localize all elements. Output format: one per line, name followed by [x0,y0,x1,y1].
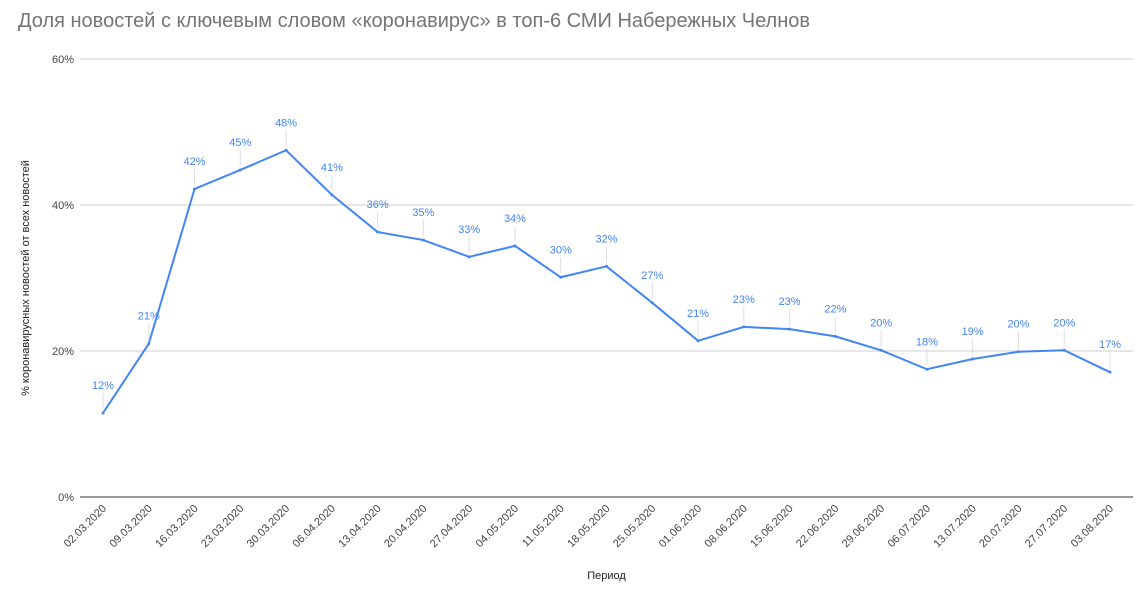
x-tick-label: 30.03.2020 [245,503,292,550]
data-point [284,148,288,152]
y-tick-label: 0% [58,492,74,504]
data-label: 22% [824,303,846,315]
data-label: 32% [595,233,617,245]
data-label: 45% [229,137,251,149]
data-point [513,244,517,248]
data-label: 41% [321,162,343,174]
data-label: 17% [1099,339,1121,351]
x-tick-label: 09.03.2020 [107,503,154,550]
x-tick-label: 11.05.2020 [520,503,567,550]
x-tick-label: 27.07.2020 [1023,503,1070,550]
data-label: 36% [367,199,389,211]
data-point [1016,350,1020,354]
x-tick-label: 02.03.2020 [62,503,109,550]
data-point [101,411,105,415]
x-axis-title: Период [587,570,626,582]
data-label: 33% [458,224,480,236]
x-tick-label: 06.07.2020 [886,503,933,550]
y-tick-label: 20% [52,346,74,358]
data-label: 19% [962,326,984,338]
data-point [605,264,608,268]
data-label: 21% [687,308,709,320]
x-tick-label: 13.04.2020 [336,503,383,550]
chart-title: Доля новостей с ключевым словом «коронав… [18,10,811,32]
x-tick-label: 20.04.2020 [382,503,429,550]
x-tick-label: 06.04.2020 [291,503,338,550]
x-tick-label: 13.07.2020 [931,503,978,550]
x-tick-label: 29.06.2020 [840,503,887,550]
data-label: 21% [138,311,160,323]
data-point [193,187,197,191]
x-tick-label: 08.06.2020 [703,503,750,550]
x-tick-label: 01.06.2020 [657,503,704,550]
x-tick-label: 03.08.2020 [1069,503,1116,550]
data-point [925,367,929,371]
data-label: 23% [733,294,755,306]
x-tick-label: 16.03.2020 [153,503,200,550]
data-point [788,327,792,331]
data-label: 30% [550,244,572,256]
data-point [559,275,563,279]
x-tick-label: 25.05.2020 [611,503,658,550]
data-label: 20% [1007,319,1029,331]
data-label: 42% [184,156,206,168]
data-point [330,193,334,197]
data-point [376,230,380,234]
data-point [833,334,837,338]
data-label: 23% [779,296,801,308]
data-point [238,168,242,172]
data-label: 48% [275,117,297,129]
x-tick-label: 27.04.2020 [428,503,475,550]
x-tick-label: 20.07.2020 [977,503,1024,550]
data-point [467,255,471,259]
x-tick-label: 18.05.2020 [565,503,612,550]
data-point [971,357,975,361]
data-label: 20% [870,317,892,329]
data-label: 12% [92,380,114,392]
data-point [421,238,425,242]
x-tick-label: 23.03.2020 [199,503,246,550]
data-label: 35% [412,207,434,219]
x-tick-label: 04.05.2020 [474,503,521,550]
y-tick-label: 40% [52,200,74,212]
data-label: 20% [1053,317,1075,329]
y-axis-title: % коронавирусных новостей от всех новост… [20,160,32,396]
data-point [650,301,654,305]
data-point [696,339,700,343]
data-point [879,348,883,352]
data-point [147,342,151,346]
data-point [1062,348,1066,352]
data-point [1108,370,1112,374]
data-label: 18% [916,336,938,348]
y-tick-label: 60% [52,54,74,66]
x-tick-label: 15.06.2020 [748,503,795,550]
x-tick-label: 22.06.2020 [794,503,841,550]
data-point [742,325,746,329]
series-line [102,149,1111,414]
data-label: 27% [641,270,663,282]
data-label: 34% [504,213,526,225]
